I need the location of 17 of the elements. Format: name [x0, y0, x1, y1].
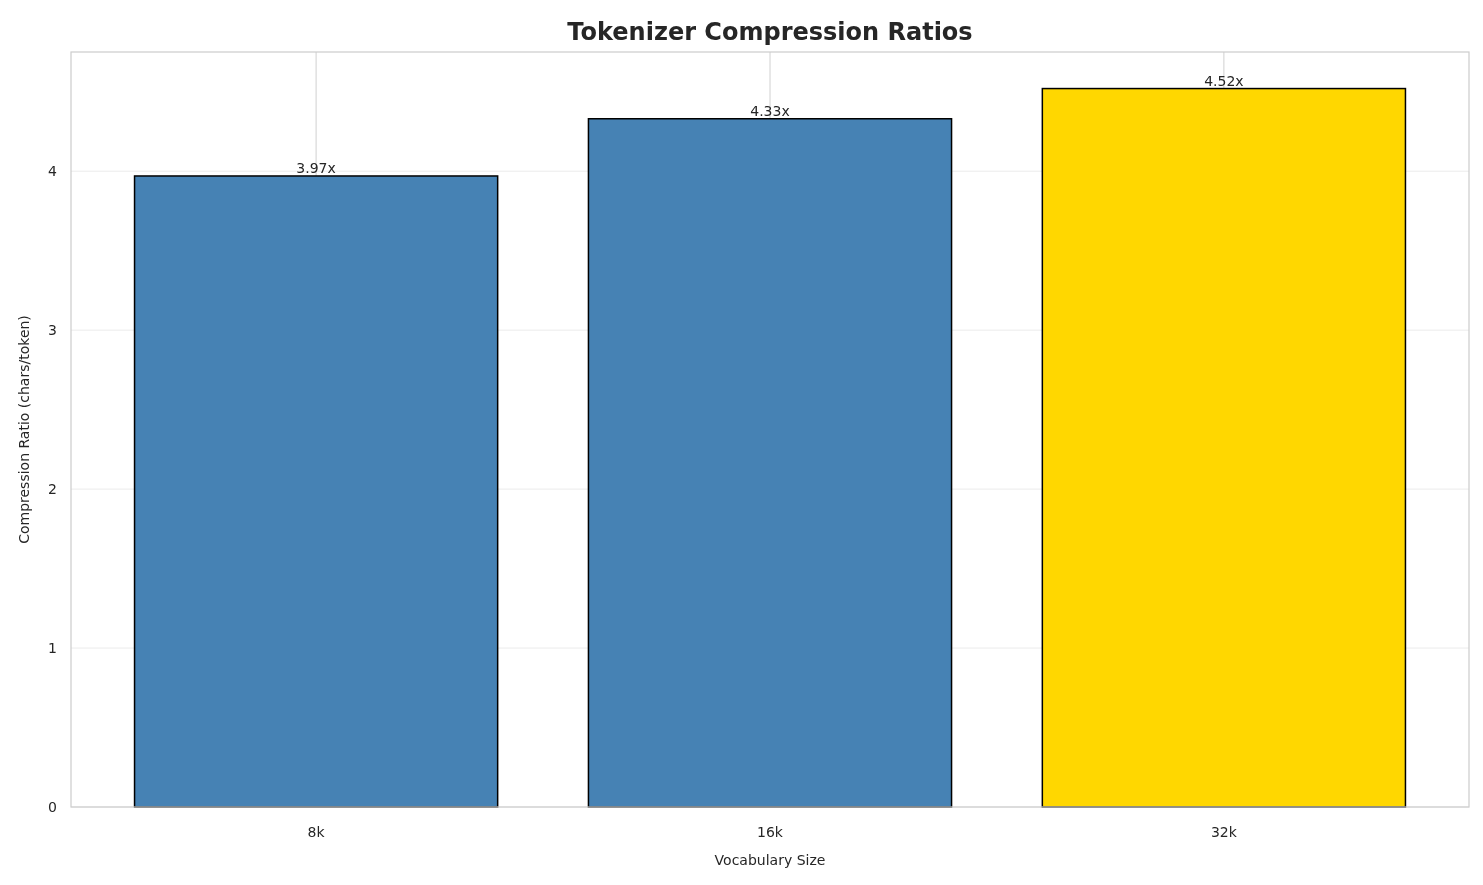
x-tick-label: 32k — [1210, 824, 1238, 840]
bar — [587, 118, 953, 808]
data-label: 4.33x — [750, 102, 790, 119]
y-tick-label: 2 — [48, 481, 57, 498]
chart-title: Tokenizer Compression Ratios — [567, 18, 973, 46]
data-label: 3.97x — [296, 159, 336, 176]
x-tick-label: 8k — [307, 824, 326, 840]
data-label: 4.52x — [1204, 72, 1244, 89]
x-axis-title: Vocabulary Size — [714, 852, 826, 868]
bar — [133, 175, 499, 808]
y-tick-label: 3 — [48, 322, 57, 339]
y-tick-label: 1 — [48, 639, 57, 656]
y-tick-label: 0 — [48, 798, 57, 815]
y-axis-title: Compression Ratio (chars/token) — [16, 315, 32, 544]
x-tick-label: 16k — [757, 824, 784, 840]
y-tick-label: 4 — [48, 163, 58, 180]
bar — [1041, 87, 1407, 808]
